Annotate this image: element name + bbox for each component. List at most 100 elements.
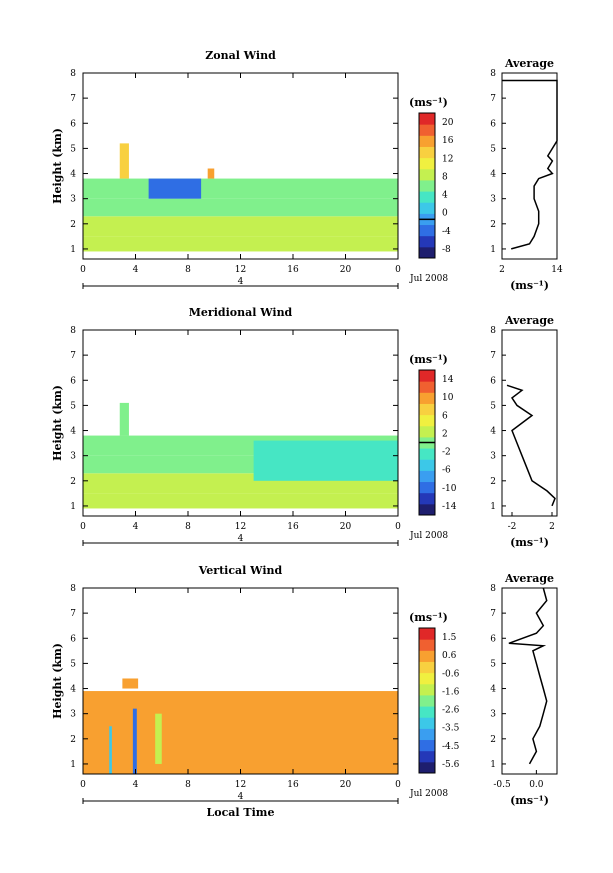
average-y-tick-label: 1 xyxy=(490,760,496,770)
colorbar-tick-label: -14 xyxy=(442,502,457,512)
colorbar-tick-label: 8 xyxy=(442,172,448,182)
heatmap-cell xyxy=(83,691,398,774)
day-label: 4 xyxy=(238,534,244,544)
average-y-tick-label: 5 xyxy=(490,659,496,669)
heatmap-cell xyxy=(83,236,398,252)
average-y-tick-label: 3 xyxy=(490,710,496,720)
colorbar-swatch xyxy=(419,381,435,393)
panel-title: Vertical Wind xyxy=(198,564,283,577)
x-tick-label: 0 xyxy=(80,265,86,275)
average-title: Average xyxy=(504,57,554,70)
average-x-tick-label: -2 xyxy=(508,522,517,532)
x-tick-label: 12 xyxy=(235,780,246,790)
colorbar-swatch xyxy=(419,179,435,192)
colorbar-tick-label: -2 xyxy=(442,448,451,458)
colorbar-swatch xyxy=(419,672,435,685)
x-tick-label: 8 xyxy=(185,265,191,275)
y-tick-label: 5 xyxy=(70,144,76,154)
average-title: Average xyxy=(504,314,554,327)
average-y-tick-label: 4 xyxy=(490,427,496,437)
colorbar-swatch xyxy=(419,717,435,729)
average-y-tick-label: 6 xyxy=(490,119,496,129)
average-y-tick-label: 2 xyxy=(490,220,496,230)
colorbar-tick-label: -8 xyxy=(442,245,451,255)
y-tick-label: 2 xyxy=(70,220,76,230)
colorbar-swatch xyxy=(419,739,435,752)
average-frame xyxy=(501,72,558,260)
colorbar-swatch xyxy=(419,235,435,248)
heatmap-cell xyxy=(119,402,129,436)
colorbar-unit: (ms⁻¹) xyxy=(409,353,448,366)
panel-title: Zonal Wind xyxy=(205,49,276,62)
heatmap-cell xyxy=(119,143,129,179)
colorbar-swatch xyxy=(419,761,435,774)
y-tick-label: 7 xyxy=(70,94,76,104)
y-tick-label: 2 xyxy=(70,735,76,745)
y-axis-label: Height (km) xyxy=(51,128,64,204)
average-x-tick-label: 14 xyxy=(551,265,563,275)
colorbar-swatch xyxy=(419,628,435,640)
y-tick-label: 4 xyxy=(70,170,76,180)
average-y-tick-label: 8 xyxy=(490,584,496,594)
colorbar-swatch xyxy=(419,157,435,170)
y-tick-label: 7 xyxy=(70,351,76,361)
average-y-tick-label: 8 xyxy=(490,69,496,79)
x-tick-label: 0 xyxy=(395,522,401,532)
heatmap-cell xyxy=(83,198,398,217)
colorbar-swatch xyxy=(419,370,435,382)
day-label: 4 xyxy=(238,277,244,287)
x-tick-label: 16 xyxy=(287,522,299,532)
heatmap-cells xyxy=(83,402,398,509)
y-tick-label: 3 xyxy=(70,195,76,205)
average-y-tick-label: 4 xyxy=(490,170,496,180)
colorbar-swatch xyxy=(419,492,435,505)
heatmap-cell xyxy=(122,678,139,689)
date-label: Jul 2008 xyxy=(409,274,448,284)
average-x-tick-label: 2 xyxy=(549,522,555,532)
heatmap-cell xyxy=(155,713,162,764)
colorbar-tick-label: -1.6 xyxy=(442,687,460,697)
average-frame xyxy=(501,329,558,517)
colorbar-swatch xyxy=(419,661,435,674)
colorbar-tick-label: 0 xyxy=(442,209,448,219)
colorbar-tick-label: 10 xyxy=(442,393,454,403)
y-axis-label: Height (km) xyxy=(51,385,64,461)
heatmap-cells xyxy=(83,143,398,252)
y-tick-label: 2 xyxy=(70,477,76,487)
colorbar-swatch xyxy=(419,728,435,741)
colorbar-tick-label: -3.5 xyxy=(442,724,460,734)
colorbar-swatch xyxy=(419,146,435,159)
colorbar-tick-label: -6 xyxy=(442,466,451,476)
colorbar-swatch xyxy=(419,191,435,203)
colorbar-tick-label: 14 xyxy=(442,375,454,385)
heatmap-cell xyxy=(83,216,398,237)
y-tick-label: 1 xyxy=(70,502,76,512)
colorbar-tick-label: 12 xyxy=(442,154,453,164)
average-title: Average xyxy=(504,572,554,585)
y-tick-label: 8 xyxy=(70,584,76,594)
y-tick-label: 5 xyxy=(70,401,76,411)
colorbar-swatch xyxy=(419,481,435,494)
average-x-axis-label: (ms⁻¹) xyxy=(510,279,549,292)
x-tick-label: 0 xyxy=(395,780,401,790)
colorbar-tick-label: 20 xyxy=(442,118,454,128)
colorbar-swatch xyxy=(419,403,435,416)
average-y-tick-label: 2 xyxy=(490,735,496,745)
x-tick-label: 4 xyxy=(133,265,139,275)
y-tick-label: 4 xyxy=(70,685,76,695)
colorbar-tick-label: -0.6 xyxy=(442,669,460,679)
x-tick-label: 0 xyxy=(395,265,401,275)
x-tick-label: 16 xyxy=(287,780,299,790)
heatmap-cells xyxy=(83,678,398,774)
y-tick-label: 7 xyxy=(70,609,76,619)
x-tick-label: 20 xyxy=(340,780,352,790)
average-x-tick-label: -0.5 xyxy=(493,780,511,790)
colorbar-swatch xyxy=(419,124,435,136)
date-label: Jul 2008 xyxy=(409,789,448,799)
colorbar-tick-label: 1.5 xyxy=(442,633,457,643)
colorbar-swatch xyxy=(419,168,435,181)
y-tick-label: 1 xyxy=(70,760,76,770)
average-x-tick-label: 0.0 xyxy=(529,780,544,790)
